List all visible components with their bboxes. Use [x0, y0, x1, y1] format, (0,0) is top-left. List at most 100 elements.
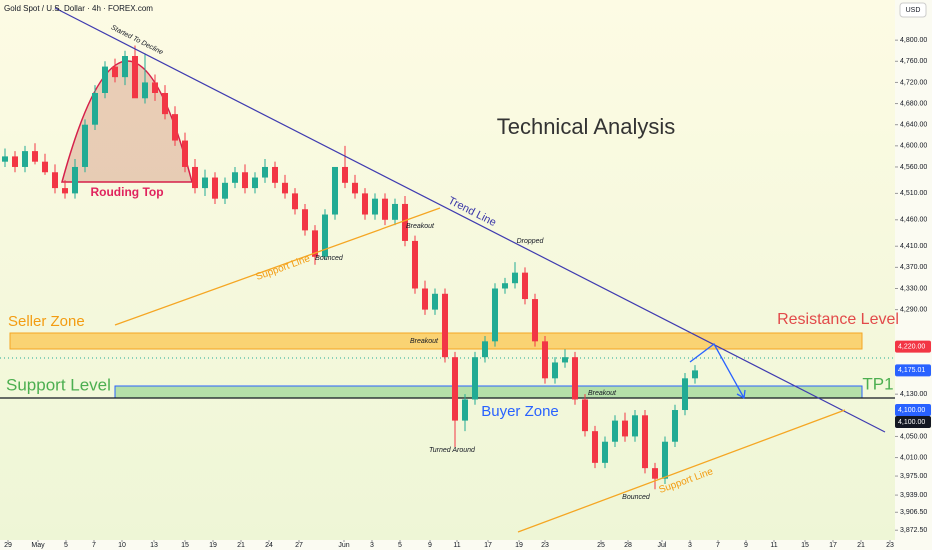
candle-body: [2, 156, 8, 162]
time-axis: [0, 540, 932, 550]
candle-body: [192, 166, 198, 189]
x-tick-label: Jun: [338, 542, 349, 549]
y-tick-label: 4,720.00: [900, 79, 927, 86]
y-tick-label: 4,760.00: [900, 58, 927, 65]
candle-body: [562, 357, 568, 363]
price-tag-label: 4,220.00: [898, 343, 925, 350]
x-tick-label: 11: [453, 542, 460, 549]
support-line: [517, 409, 846, 533]
y-tick-label: 4,600.00: [900, 143, 927, 150]
x-tick-label: 23: [886, 542, 894, 549]
x-tick-label: 13: [150, 542, 158, 549]
candle-body: [332, 166, 338, 215]
price-axis: [895, 0, 932, 550]
y-tick-label: 3,939.00: [900, 492, 927, 499]
candle-body: [482, 341, 488, 358]
candle-body: [42, 161, 48, 173]
y-tick-label: 4,640.00: [900, 122, 927, 129]
candle-body: [682, 378, 688, 411]
price-tag-label: 4,100.00: [898, 407, 925, 414]
price-tag-label: 4,175.01: [898, 367, 925, 374]
candle-body: [152, 82, 158, 93]
annotation: Dropped: [517, 238, 545, 245]
candle-body: [242, 172, 248, 189]
candle-body: [102, 66, 108, 93]
candle-body: [72, 166, 78, 194]
x-tick-label: 19: [515, 542, 523, 549]
currency[interactable]: USD: [906, 7, 921, 14]
currency-box[interactable]: [899, 2, 927, 18]
candle-body: [232, 172, 238, 183]
y-tick-label: 4,510.00: [900, 190, 927, 197]
x-tick-label: 24: [265, 542, 273, 549]
candle-body: [322, 214, 328, 257]
x-tick-label: 27: [295, 542, 303, 549]
candle-body: [622, 420, 628, 437]
candle-body: [662, 441, 668, 479]
x-tick-label: 9: [744, 542, 748, 549]
x-tick-label: 3: [688, 542, 692, 549]
candle-body: [62, 188, 68, 194]
candle-body: [182, 140, 188, 167]
candle-body: [282, 182, 288, 194]
candle-body: [222, 182, 228, 199]
candle-body: [542, 341, 548, 379]
y-tick-label: 4,050.00: [900, 433, 927, 440]
x-tick-label: Jul: [658, 542, 667, 549]
annotation: TP1: [862, 374, 893, 393]
candle-body: [532, 299, 538, 342]
y-tick-label: 4,370.00: [900, 264, 927, 271]
x-tick-label: 11: [770, 542, 777, 549]
candle-body: [612, 420, 618, 442]
y-tick-label: 4,680.00: [900, 100, 927, 107]
seller-zone: [9, 332, 863, 350]
candle-body: [342, 166, 348, 183]
annotation: Support Level: [6, 375, 111, 394]
y-tick-label: 4,130.00: [900, 391, 927, 398]
annotation: Seller Zone: [8, 313, 85, 330]
candle-body: [522, 272, 528, 300]
x-tick-label: 17: [484, 542, 492, 549]
candle-body: [692, 370, 698, 379]
x-tick-label: 15: [181, 542, 189, 549]
candle-body: [262, 166, 268, 178]
x-tick-label: 7: [92, 542, 96, 549]
projection-arrow: [689, 343, 745, 399]
candle-body: [632, 415, 638, 437]
y-tick-label: 4,410.00: [900, 243, 927, 250]
support-line: [114, 207, 441, 326]
annotation: Bounced: [315, 255, 344, 262]
annotation: Turned Around: [429, 447, 476, 454]
price-tag: [895, 340, 931, 353]
candle-body: [132, 56, 138, 99]
candle-body: [352, 182, 358, 194]
x-tick-label: 3: [370, 542, 374, 549]
candle-body: [32, 151, 38, 162]
candle-body: [452, 357, 458, 421]
candle-body: [402, 203, 408, 241]
x-tick-label: 9: [428, 542, 432, 549]
price-tag: [895, 364, 931, 377]
candle-body: [292, 193, 298, 210]
candle-body: [472, 357, 478, 400]
y-tick-label: 3,975.00: [900, 473, 927, 480]
candle-body: [162, 92, 168, 115]
x-tick-label: 25: [597, 542, 605, 549]
candle-body: [412, 240, 418, 289]
trend-line: [54, 7, 886, 433]
annotation: Breakout: [410, 338, 439, 345]
candle-body: [122, 56, 128, 78]
x-tick-label: 5: [398, 542, 402, 549]
candle-body: [432, 293, 438, 310]
candle-body: [212, 177, 218, 199]
annotation: Buyer Zone: [481, 403, 559, 420]
x-tick-label: 10: [118, 542, 126, 549]
candle-body: [392, 203, 398, 220]
x-tick-label: 15: [801, 542, 809, 549]
annotation: Breakout: [406, 223, 435, 230]
candle-body: [552, 362, 558, 379]
x-tick-label: May: [31, 542, 45, 549]
candle-body: [572, 357, 578, 400]
